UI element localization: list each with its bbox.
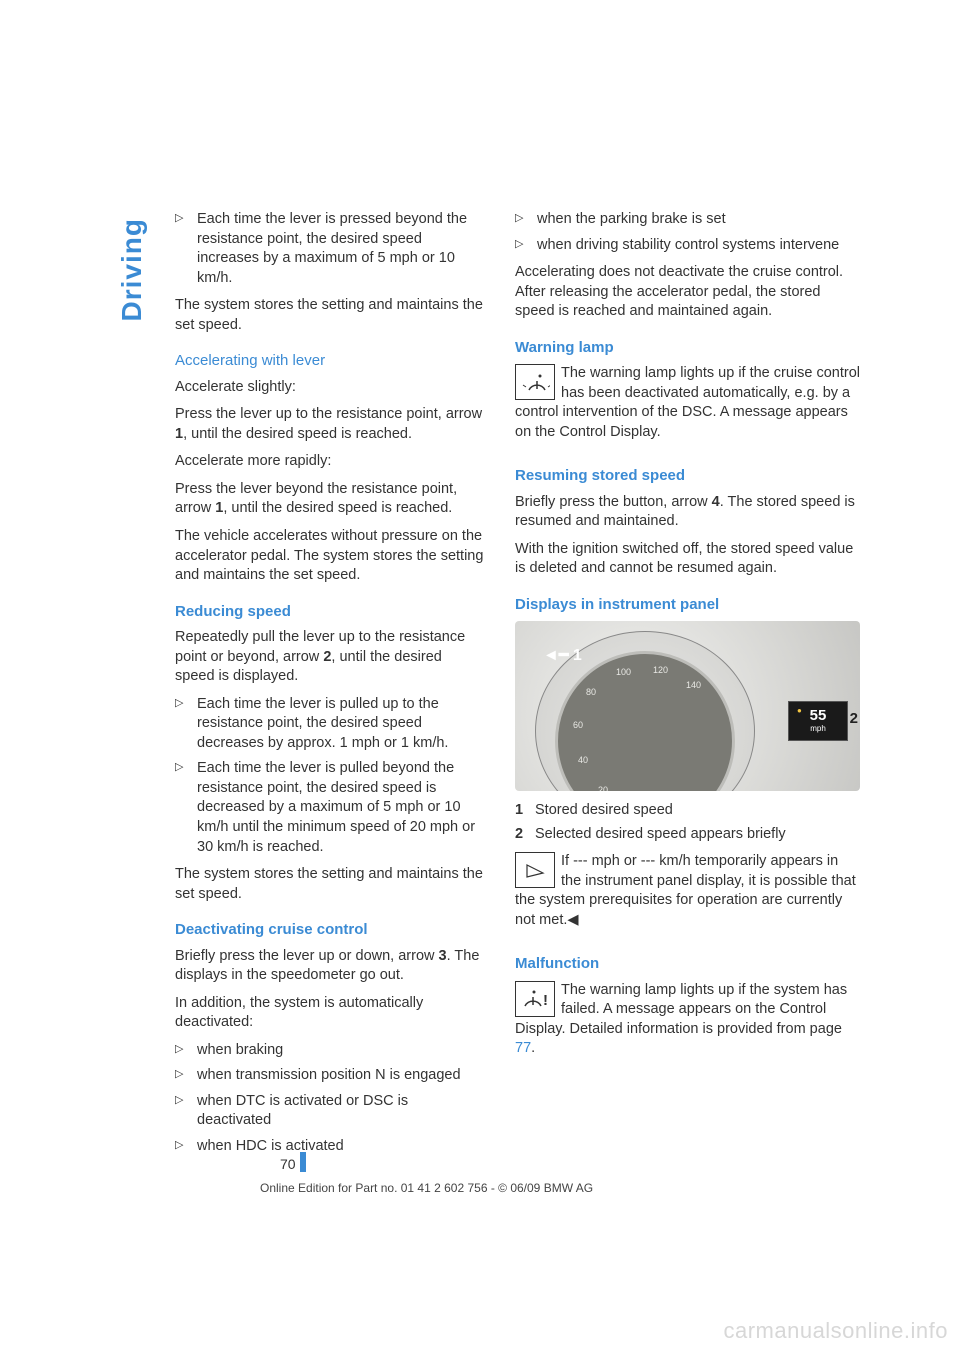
footer-text: Online Edition for Part no. 01 41 2 602 … — [260, 1180, 593, 1196]
list-item: when transmission position N is engaged — [175, 1066, 485, 1086]
body-text: The system stores the setting and mainta… — [175, 865, 485, 904]
heading-displays: Displays in instrument panel — [515, 595, 860, 615]
cruise-warning-icon — [515, 364, 555, 400]
figure-label-2: 2 — [850, 709, 858, 729]
body-text: Press the lever beyond the resistance po… — [175, 480, 485, 519]
body-text: The warning lamp lights up if the cruise… — [515, 364, 860, 442]
figure-arrow-1: ◄━ 1 — [543, 645, 582, 667]
page-link[interactable]: 77 — [515, 1040, 531, 1056]
body-text: Briefly press the button, arrow 4. The s… — [515, 493, 860, 532]
svg-text:!: ! — [543, 992, 548, 1009]
body-text: The vehicle accelerates without pressure… — [175, 527, 485, 586]
list-item: when DTC is activated or DSC is deactiva… — [175, 1092, 485, 1131]
body-text: Accelerate more rapidly: — [175, 452, 485, 472]
list-item: when braking — [175, 1041, 485, 1061]
speed-display: ● 55 mph — [788, 701, 848, 741]
body-text: The system stores the setting and mainta… — [175, 296, 485, 335]
heading-accelerating: Accelerating with lever — [175, 351, 485, 371]
body-text: With the ignition switched off, the stor… — [515, 540, 860, 579]
page-number: 70 — [280, 1155, 296, 1174]
right-column: when the parking brake is set when drivi… — [515, 210, 860, 1165]
list-item: when HDC is activated — [175, 1137, 485, 1157]
body-text: Press the lever up to the resistance poi… — [175, 405, 485, 444]
left-column: Each time the lever is pressed beyond th… — [175, 210, 485, 1165]
page-content: Each time the lever is pressed beyond th… — [120, 210, 860, 1165]
heading-reducing: Reducing speed — [175, 602, 485, 622]
list-item: when driving stability control systems i… — [515, 236, 860, 256]
malfunction-warning-icon: ! — [515, 981, 555, 1017]
heading-warning-lamp: Warning lamp — [515, 338, 860, 358]
heading-deactivating: Deactivating cruise control — [175, 920, 485, 940]
heading-malfunction: Malfunction — [515, 954, 860, 974]
watermark: carmanualsonline.info — [723, 1316, 948, 1346]
body-text: The warning lamp lights up if the system… — [515, 981, 860, 1059]
body-text: Accelerate slightly: — [175, 378, 485, 398]
list-item: Each time the lever is pressed beyond th… — [175, 210, 485, 288]
list-item: Each time the lever is pulled beyond the… — [175, 759, 485, 857]
body-text: Accelerating does not deactivate the cru… — [515, 263, 860, 322]
note-icon — [515, 852, 555, 888]
figure-legend: 1Stored desired speed 2Selected desired … — [515, 801, 860, 844]
body-text: Repeatedly pull the lever up to the resi… — [175, 628, 485, 687]
instrument-panel-figure: 20 40 60 80 100 120 140 ◄━ 1 ● 55 mph 2 — [515, 621, 860, 791]
body-text: In addition, the system is automatically… — [175, 994, 485, 1033]
heading-resuming: Resuming stored speed — [515, 466, 860, 486]
list-item: Each time the lever is pulled up to the … — [175, 695, 485, 754]
page-number-bar — [300, 1152, 306, 1172]
list-item: when the parking brake is set — [515, 210, 860, 230]
body-text: Briefly press the lever up or down, arro… — [175, 947, 485, 986]
body-text: If --- mph or --- km/h temporarily appea… — [515, 852, 860, 930]
